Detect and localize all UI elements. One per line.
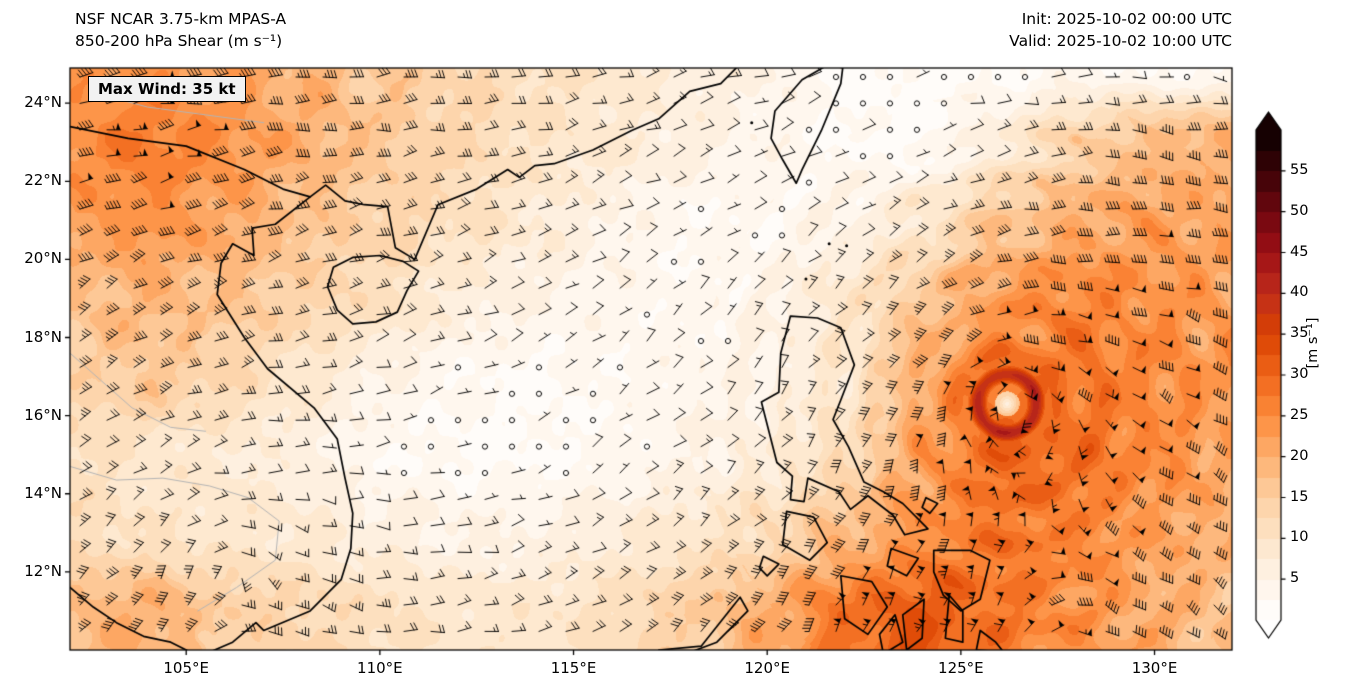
x-tick-label: 125°E (938, 659, 984, 677)
colorbar-tick-label: 20 (1290, 447, 1309, 464)
init-time-label: Init: 2025-10-02 00:00 UTC (1021, 10, 1232, 28)
max-wind-badge: Max Wind: 35 kt (88, 76, 246, 102)
y-tick-label: 18°N (24, 327, 62, 346)
field-title: 850-200 hPa Shear (m s⁻¹) (75, 32, 283, 50)
y-tick-label: 12°N (24, 561, 62, 580)
colorbar-tick-label: 50 (1290, 202, 1309, 219)
colorbar-tick-label: 5 (1290, 570, 1300, 587)
valid-time-label: Valid: 2025-10-02 10:00 UTC (1009, 32, 1232, 50)
colorbar-tick-label: 15 (1290, 488, 1309, 505)
colorbar-tick-label: 25 (1290, 406, 1309, 423)
x-tick-label: 110°E (357, 659, 403, 677)
y-tick-label: 20°N (24, 249, 62, 268)
colorbar-unit-label: [m s⁻¹] (1305, 317, 1321, 369)
x-tick-label: 115°E (550, 659, 597, 677)
y-tick-label: 24°N (24, 93, 62, 112)
colorbar-tick-label: 45 (1290, 243, 1309, 260)
y-tick-label: 14°N (24, 483, 62, 502)
x-tick-label: 105°E (163, 659, 209, 677)
y-tick-label: 16°N (24, 405, 62, 424)
colorbar-tick-label: 30 (1290, 366, 1309, 382)
model-title: NSF NCAR 3.75-km MPAS-A (75, 10, 287, 28)
x-tick-label: 120°E (744, 659, 790, 677)
y-tick-label: 22°N (24, 171, 62, 190)
x-tick-label: 130°E (1131, 659, 1178, 677)
colorbar-tick-label: 35 (1290, 325, 1309, 342)
colorbar-tick-label: 10 (1290, 529, 1309, 546)
colorbar-tick-label: 55 (1290, 161, 1309, 178)
colorbar-tick-label: 40 (1290, 284, 1309, 301)
figure-title-block: NSF NCAR 3.75-km MPAS-A 850-200 hPa Shea… (75, 8, 286, 52)
run-time-block: Init: 2025-10-02 00:00 UTC Valid: 2025-1… (1009, 8, 1232, 52)
